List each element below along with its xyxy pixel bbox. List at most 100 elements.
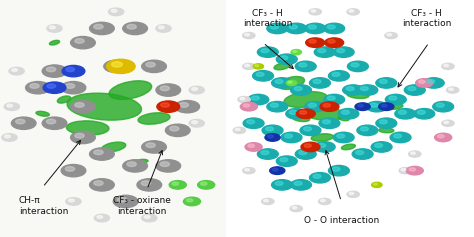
Circle shape: [289, 25, 297, 29]
Circle shape: [355, 103, 370, 110]
Circle shape: [261, 150, 269, 155]
Circle shape: [327, 96, 335, 100]
Circle shape: [286, 109, 307, 119]
Circle shape: [46, 67, 56, 72]
Circle shape: [374, 143, 383, 147]
Circle shape: [416, 79, 433, 87]
Circle shape: [398, 110, 406, 114]
Circle shape: [311, 10, 316, 12]
Circle shape: [399, 168, 411, 174]
Circle shape: [328, 71, 349, 81]
Circle shape: [320, 102, 339, 111]
Circle shape: [442, 63, 454, 69]
Ellipse shape: [102, 142, 126, 152]
Circle shape: [267, 135, 273, 138]
Circle shape: [253, 71, 273, 81]
Circle shape: [275, 181, 283, 185]
Ellipse shape: [346, 91, 369, 99]
Circle shape: [372, 182, 382, 187]
Circle shape: [320, 199, 325, 202]
Circle shape: [169, 181, 186, 189]
Circle shape: [9, 67, 24, 75]
Circle shape: [61, 82, 86, 94]
Circle shape: [257, 47, 278, 57]
Circle shape: [267, 101, 288, 112]
Circle shape: [94, 214, 109, 222]
Circle shape: [341, 110, 349, 114]
Circle shape: [144, 215, 150, 219]
Circle shape: [308, 25, 316, 29]
Circle shape: [347, 9, 359, 15]
Circle shape: [286, 80, 297, 86]
Circle shape: [191, 121, 198, 124]
Circle shape: [332, 72, 340, 76]
Circle shape: [245, 169, 249, 171]
Circle shape: [327, 25, 335, 29]
Circle shape: [319, 118, 340, 128]
Circle shape: [286, 23, 307, 34]
Circle shape: [318, 143, 326, 147]
Circle shape: [264, 199, 268, 202]
Circle shape: [248, 144, 255, 147]
Circle shape: [71, 100, 95, 113]
Ellipse shape: [138, 113, 170, 124]
Circle shape: [347, 61, 368, 72]
Circle shape: [347, 191, 359, 197]
Circle shape: [198, 181, 215, 189]
Ellipse shape: [341, 144, 356, 150]
Circle shape: [385, 94, 406, 105]
Circle shape: [308, 103, 316, 107]
Circle shape: [303, 127, 311, 131]
Circle shape: [75, 39, 84, 43]
Ellipse shape: [379, 128, 394, 133]
Circle shape: [371, 142, 392, 152]
Circle shape: [47, 84, 55, 88]
Circle shape: [90, 179, 114, 191]
Circle shape: [318, 49, 326, 53]
Circle shape: [300, 111, 307, 114]
Circle shape: [376, 78, 397, 88]
Circle shape: [275, 79, 283, 83]
Bar: [0, 0, 225, 237]
Circle shape: [65, 84, 75, 88]
Circle shape: [65, 167, 75, 171]
Circle shape: [299, 150, 307, 155]
Circle shape: [310, 78, 330, 88]
Circle shape: [43, 82, 66, 93]
Circle shape: [183, 197, 201, 206]
Circle shape: [109, 8, 124, 16]
Circle shape: [280, 158, 288, 162]
Circle shape: [201, 182, 207, 185]
Ellipse shape: [284, 92, 328, 107]
Circle shape: [243, 168, 255, 174]
Text: CH-π
interaction: CH-π interaction: [19, 196, 68, 216]
Ellipse shape: [311, 134, 334, 141]
Circle shape: [389, 96, 397, 100]
Circle shape: [374, 183, 377, 185]
Circle shape: [357, 85, 378, 95]
Circle shape: [319, 198, 331, 205]
Circle shape: [349, 10, 354, 12]
Circle shape: [255, 65, 259, 67]
Circle shape: [295, 149, 316, 159]
Ellipse shape: [338, 116, 349, 121]
Circle shape: [49, 26, 55, 29]
Circle shape: [11, 117, 36, 129]
Circle shape: [357, 104, 364, 107]
Circle shape: [245, 64, 249, 67]
Circle shape: [393, 134, 401, 138]
Ellipse shape: [57, 96, 71, 103]
Circle shape: [304, 144, 311, 147]
Circle shape: [243, 32, 255, 39]
Circle shape: [262, 125, 283, 136]
Circle shape: [352, 149, 373, 159]
Circle shape: [444, 121, 448, 123]
Circle shape: [381, 104, 387, 107]
Circle shape: [281, 132, 302, 143]
Circle shape: [248, 94, 269, 105]
Ellipse shape: [389, 104, 403, 109]
Circle shape: [161, 103, 169, 107]
Circle shape: [189, 119, 204, 127]
Circle shape: [408, 87, 416, 91]
Circle shape: [71, 36, 95, 49]
